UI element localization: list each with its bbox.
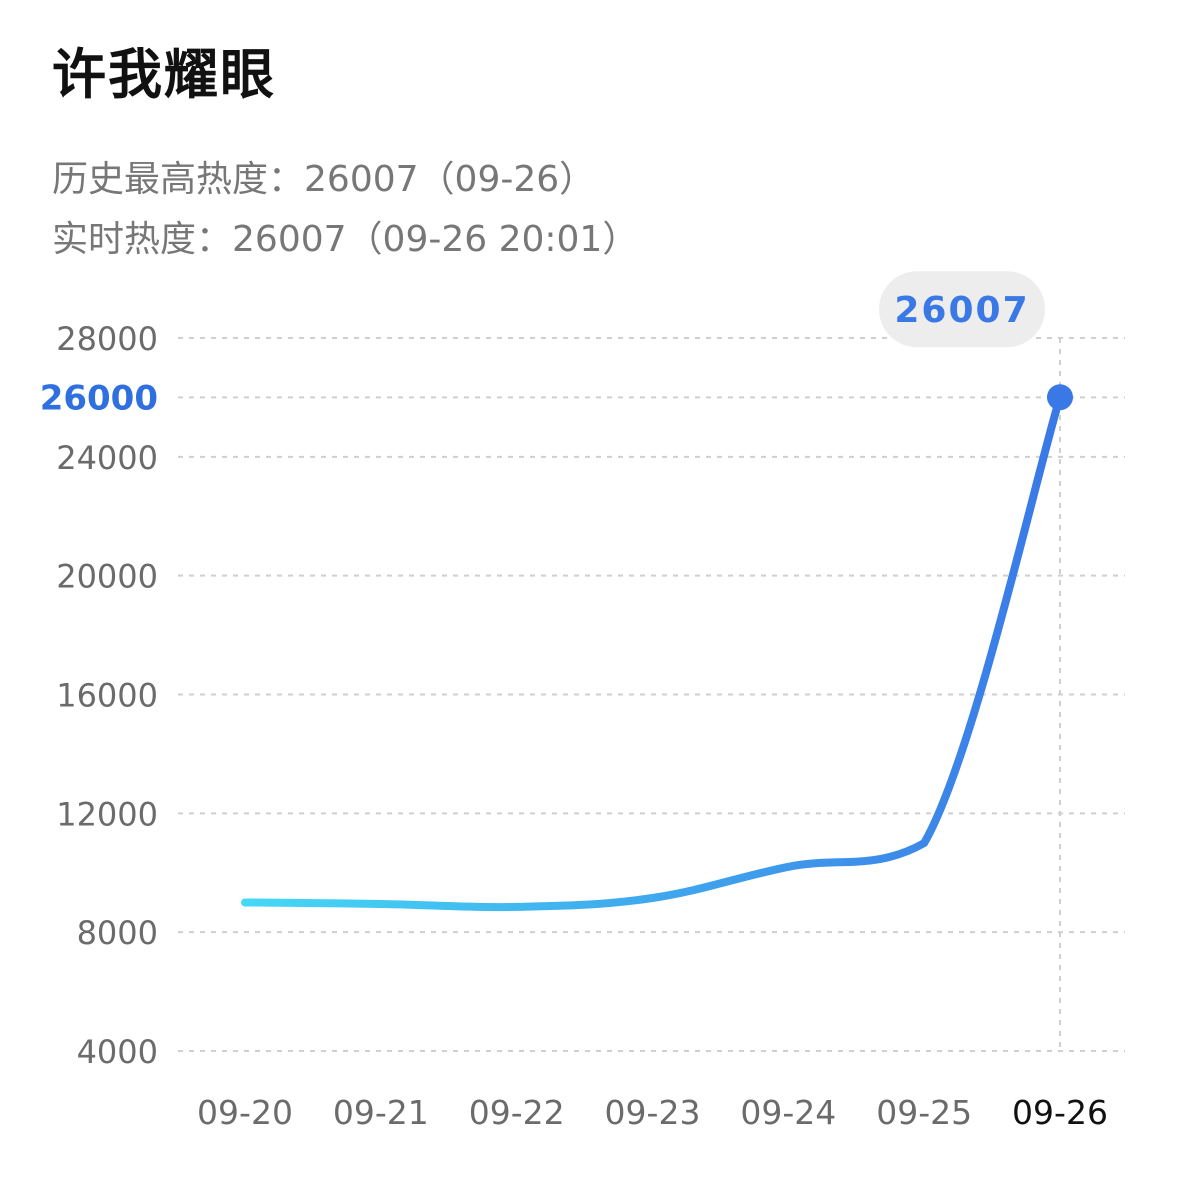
x-tick-label: 09-26 <box>1012 1093 1108 1132</box>
y-tick-label: 26000 <box>40 378 158 418</box>
x-tick-label: 09-24 <box>740 1093 836 1132</box>
peak-heat-label: 历史最高热度： <box>52 159 305 200</box>
peak-heat-value: 26007（09-26） <box>304 159 596 200</box>
y-tick-label: 20000 <box>56 558 158 596</box>
x-tick-label: 09-25 <box>876 1093 972 1132</box>
series-layer <box>241 384 1073 912</box>
grid-lines <box>178 337 1125 1052</box>
realtime-heat-label: 实时热度： <box>52 219 233 260</box>
x-tick-label: 09-21 <box>333 1093 429 1132</box>
x-tick-label: 09-20 <box>197 1093 293 1132</box>
active-data-point[interactable] <box>1047 384 1073 411</box>
tooltip-value: 26007 <box>894 290 1029 331</box>
x-tick-label: 09-23 <box>605 1093 701 1132</box>
peak-heat-stat: 历史最高热度：26007（09-26） <box>52 150 595 202</box>
y-tick-label: 12000 <box>56 795 158 833</box>
y-tick-label: 4000 <box>77 1033 158 1071</box>
series-line <box>241 393 1064 912</box>
y-axis-ticks: 28000 26000 24000 20000 16000 12000 8000 4000 <box>40 320 158 1071</box>
tooltip: 26007 <box>879 271 1045 348</box>
y-tick-label: 24000 <box>56 439 158 477</box>
y-tick-label: 28000 <box>56 320 158 358</box>
page-title: 许我耀眼 <box>52 43 276 106</box>
realtime-heat-value: 26007（09-26 20:01） <box>232 219 639 260</box>
y-tick-label: 16000 <box>56 677 158 715</box>
tooltip-bubble <box>879 271 1045 348</box>
x-tick-label: 09-22 <box>469 1093 565 1132</box>
y-tick-label: 8000 <box>77 914 158 952</box>
realtime-heat-stat: 实时热度：26007（09-26 20:01） <box>52 210 638 262</box>
x-axis-ticks: 09-20 09-21 09-22 09-23 09-24 09-25 09-26 <box>197 1093 1108 1132</box>
